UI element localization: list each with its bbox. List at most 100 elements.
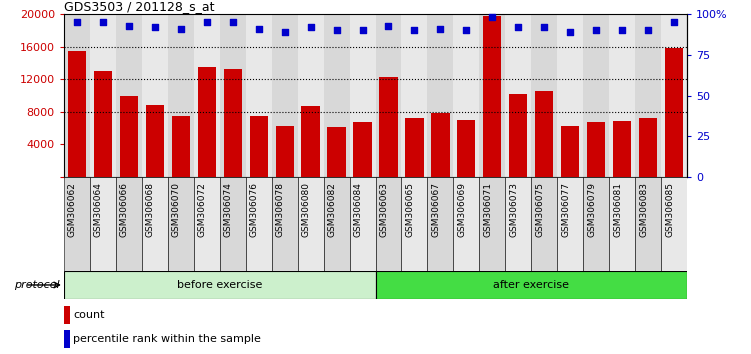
Bar <box>505 14 532 177</box>
Text: GSM306084: GSM306084 <box>354 182 363 236</box>
Bar <box>479 14 505 177</box>
Text: GSM306073: GSM306073 <box>509 182 518 237</box>
Bar <box>194 14 220 177</box>
Point <box>512 24 524 30</box>
Bar <box>561 126 579 177</box>
Bar <box>376 271 687 299</box>
Bar <box>406 118 424 177</box>
Bar <box>64 177 90 271</box>
Point <box>487 15 499 20</box>
Bar <box>249 116 267 177</box>
Bar <box>220 14 246 177</box>
Bar <box>587 122 605 177</box>
Bar <box>557 14 584 177</box>
Bar <box>661 177 687 271</box>
Bar <box>532 14 557 177</box>
Bar <box>427 14 454 177</box>
Bar <box>198 67 216 177</box>
Bar <box>119 96 138 177</box>
Bar <box>354 122 372 177</box>
Text: GSM306065: GSM306065 <box>406 182 415 237</box>
Bar <box>584 177 609 271</box>
Bar <box>194 177 220 271</box>
Bar <box>431 113 450 177</box>
Text: GSM306074: GSM306074 <box>224 182 233 236</box>
Bar <box>661 14 687 177</box>
Bar <box>535 91 553 177</box>
Point <box>590 28 602 33</box>
Text: GSM306082: GSM306082 <box>327 182 336 236</box>
Text: count: count <box>73 310 104 320</box>
Text: GSM306083: GSM306083 <box>639 182 648 237</box>
Bar <box>613 121 632 177</box>
Point <box>434 26 446 32</box>
Bar <box>532 177 557 271</box>
Text: GDS3503 / 201128_s_at: GDS3503 / 201128_s_at <box>64 0 214 13</box>
Point <box>460 28 472 33</box>
Text: GSM306064: GSM306064 <box>94 182 103 236</box>
Bar <box>349 177 376 271</box>
Bar <box>167 14 194 177</box>
Text: GSM306077: GSM306077 <box>561 182 570 237</box>
Point <box>564 29 576 35</box>
Bar <box>142 14 167 177</box>
Bar <box>272 177 297 271</box>
Bar <box>172 116 190 177</box>
Bar <box>427 177 454 271</box>
Text: GSM306062: GSM306062 <box>68 182 77 236</box>
Bar <box>90 14 116 177</box>
Bar <box>301 106 320 177</box>
Text: GSM306070: GSM306070 <box>172 182 181 237</box>
Point <box>279 29 291 35</box>
Bar <box>64 330 70 348</box>
Point <box>409 28 421 33</box>
Bar <box>276 126 294 177</box>
Bar <box>635 177 661 271</box>
Bar <box>479 177 505 271</box>
Text: GSM306075: GSM306075 <box>535 182 544 237</box>
Text: GSM306080: GSM306080 <box>302 182 311 237</box>
Bar <box>609 14 635 177</box>
Bar <box>402 177 427 271</box>
Bar <box>297 177 324 271</box>
Bar <box>90 177 116 271</box>
Point <box>149 24 161 30</box>
Bar <box>64 271 376 299</box>
Text: GSM306071: GSM306071 <box>484 182 493 237</box>
Text: GSM306063: GSM306063 <box>379 182 388 237</box>
Bar <box>609 177 635 271</box>
Point <box>252 26 264 32</box>
Text: GSM306067: GSM306067 <box>431 182 440 237</box>
Bar <box>639 118 657 177</box>
Bar <box>324 177 349 271</box>
Bar <box>272 14 297 177</box>
Bar <box>665 48 683 177</box>
Point <box>175 26 187 32</box>
Point <box>668 19 680 25</box>
Bar <box>142 177 167 271</box>
Point <box>617 28 629 33</box>
Bar <box>116 177 142 271</box>
Point <box>201 19 213 25</box>
Bar <box>220 177 246 271</box>
Text: GSM306066: GSM306066 <box>119 182 128 237</box>
Bar <box>246 177 272 271</box>
Bar <box>376 14 402 177</box>
Bar <box>64 14 90 177</box>
Bar <box>402 14 427 177</box>
Text: before exercise: before exercise <box>177 280 262 290</box>
Bar <box>584 14 609 177</box>
Bar <box>94 71 112 177</box>
Point <box>71 19 83 25</box>
Bar <box>224 69 242 177</box>
Point <box>642 28 654 33</box>
Point <box>330 28 342 33</box>
Text: GSM306068: GSM306068 <box>146 182 155 237</box>
Bar <box>167 177 194 271</box>
Text: percentile rank within the sample: percentile rank within the sample <box>73 334 261 344</box>
Bar <box>557 177 584 271</box>
Bar <box>454 14 479 177</box>
Bar <box>68 51 86 177</box>
Bar <box>146 105 164 177</box>
Text: GSM306076: GSM306076 <box>249 182 258 237</box>
